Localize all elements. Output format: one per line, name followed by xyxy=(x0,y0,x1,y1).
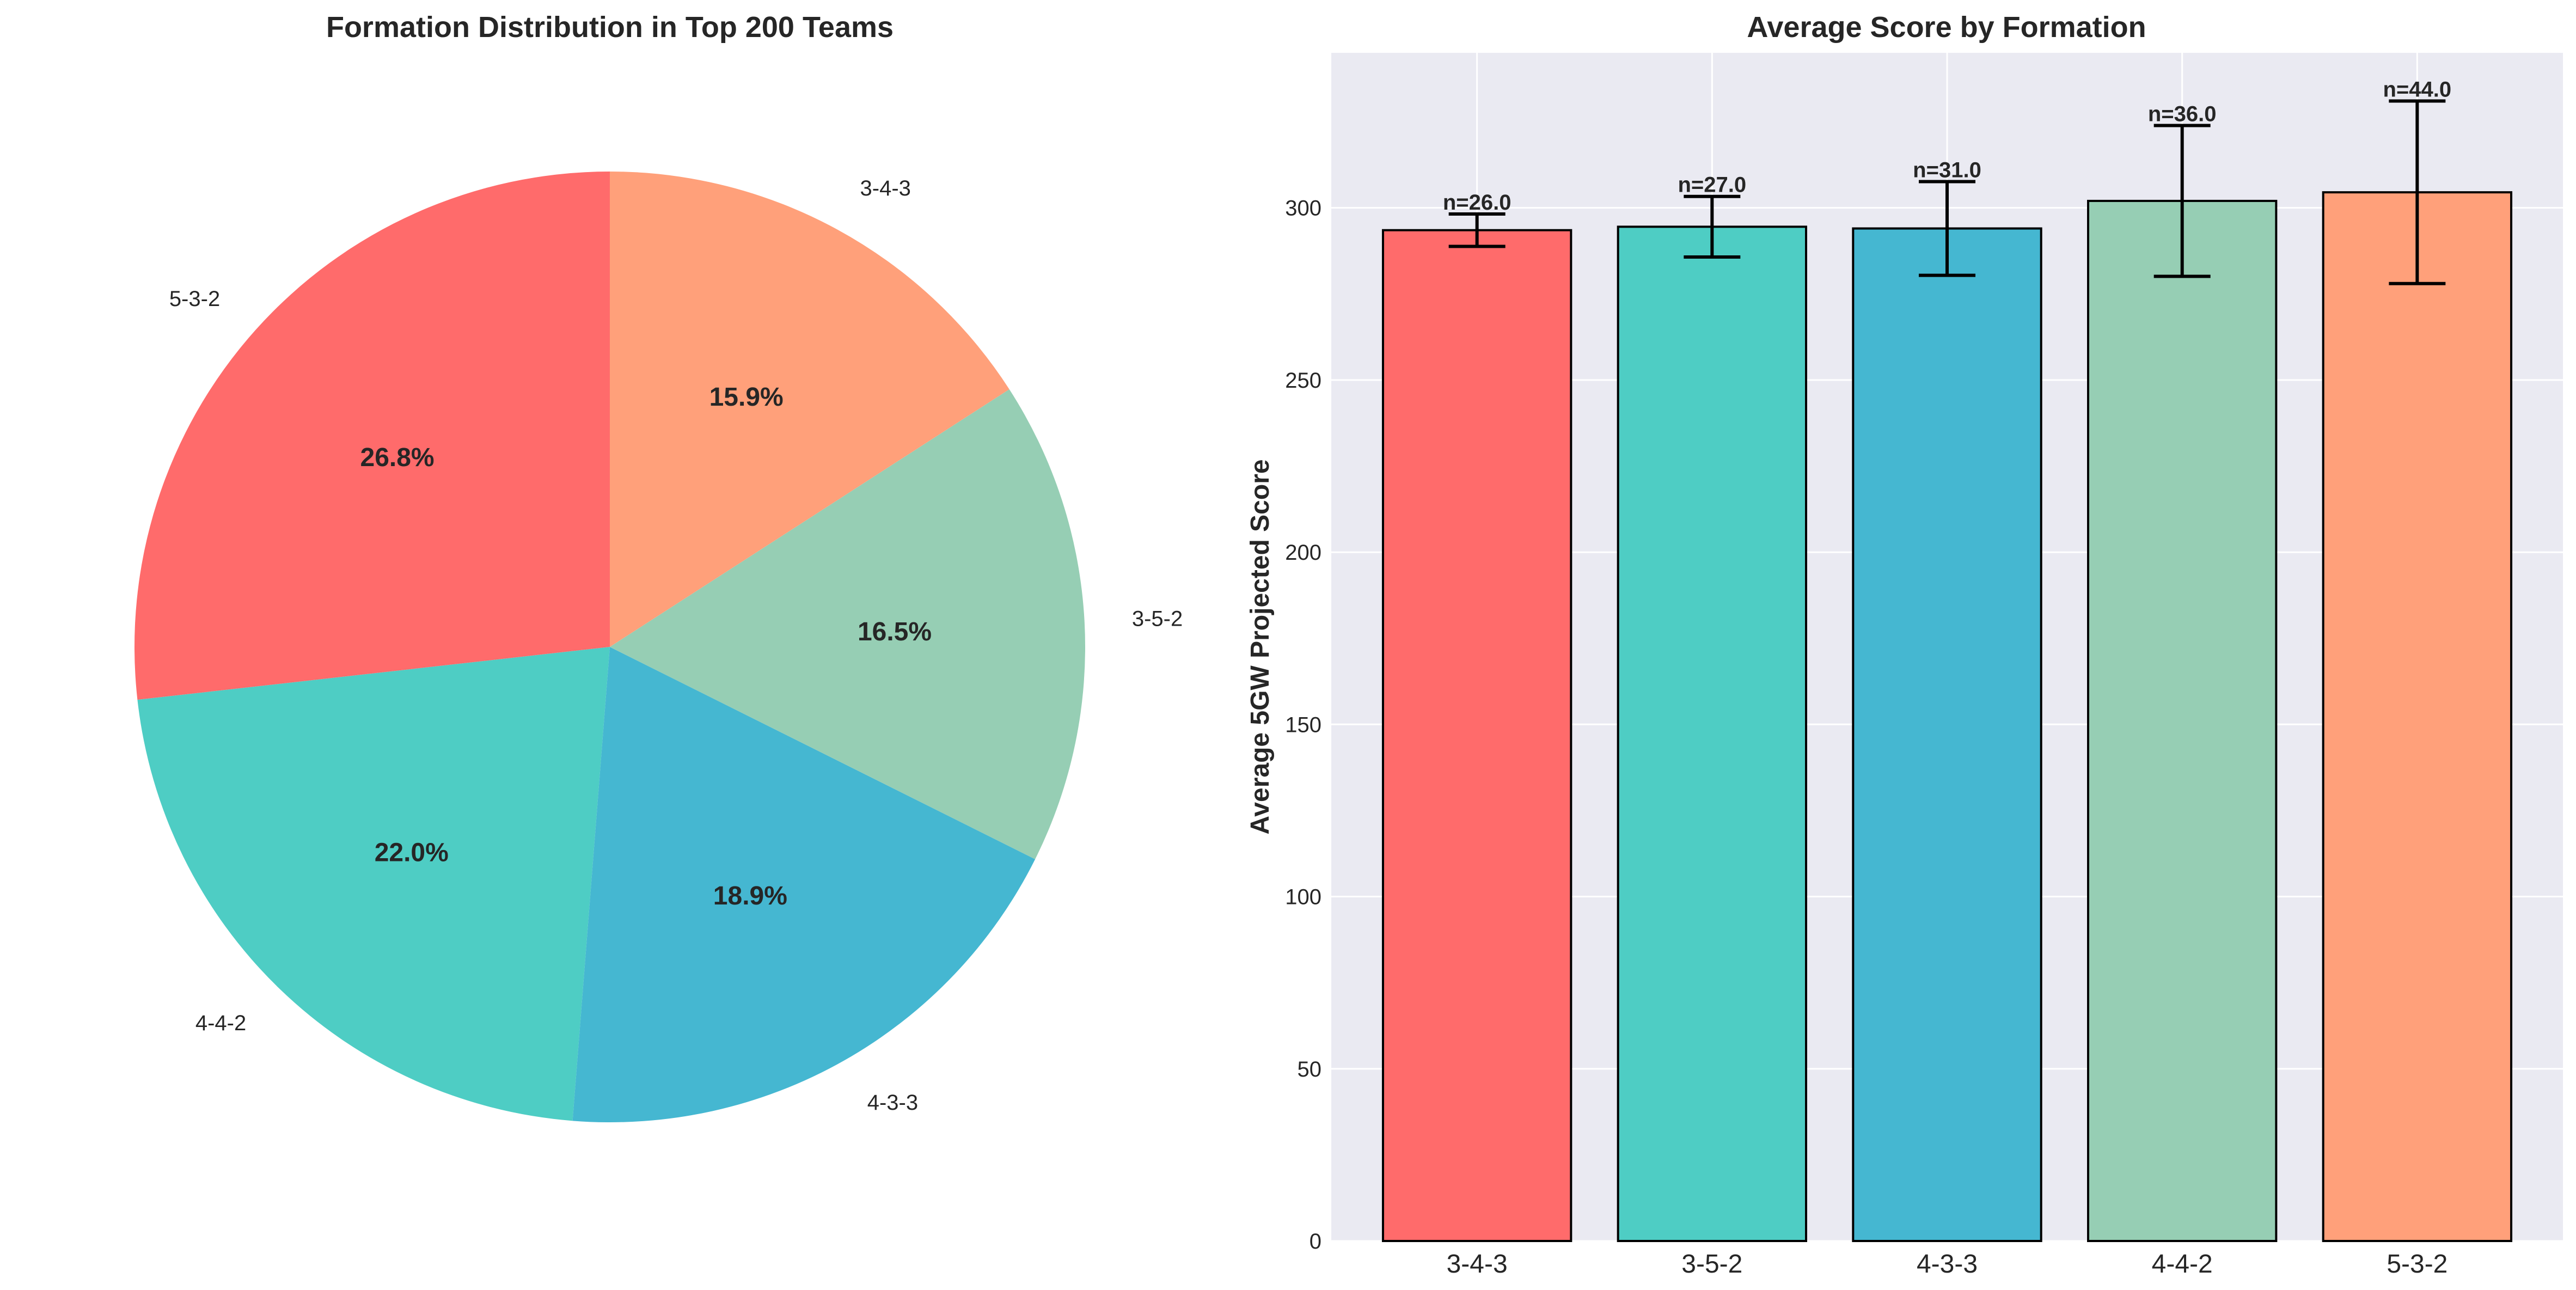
pie-slice-4-3-3 xyxy=(572,647,1036,1122)
y-tick-label: 0 xyxy=(1310,1230,1321,1254)
pie-pct-3-5-2: 16.5% xyxy=(858,618,932,646)
bar-5-3-2 xyxy=(2322,191,2513,1242)
x-tick-label-3-5-2: 3-5-2 xyxy=(1681,1250,1742,1279)
pie-slice-3-5-2 xyxy=(610,389,1086,859)
count-label-4-3-3: n=31.0 xyxy=(1913,158,1981,182)
pie-slice-3-4-3 xyxy=(610,172,1009,647)
x-tick-label-3-4-3: 3-4-3 xyxy=(1447,1250,1508,1279)
pie-label-5-3-2: 5-3-2 xyxy=(169,287,220,311)
bar-title: Average Score by Formation xyxy=(1747,11,2146,44)
bar-bars: n=26.0 n=27.0 n=31.0 n=36.0 n=44.0 xyxy=(1381,78,2513,1243)
pie-label-3-4-3: 3-4-3 xyxy=(860,176,911,200)
pie-pct-4-3-3: 18.9% xyxy=(713,882,787,910)
pie-label-3-5-2: 3-5-2 xyxy=(1132,607,1183,631)
pie-label-4-4-2: 4-4-2 xyxy=(195,1011,246,1035)
count-label-4-4-2: n=36.0 xyxy=(2148,102,2217,126)
pie-slices xyxy=(134,172,1086,1122)
count-label-5-3-2: n=44.0 xyxy=(2383,78,2452,102)
y-tick-label: 200 xyxy=(1285,541,1321,565)
pie-labels: 5-3-2 26.8% 4-4-2 22.0% 4-3-3 18.9% 3-5-2 16.5%… xyxy=(169,176,1183,1115)
x-tick-label-4-3-3: 4-3-3 xyxy=(1917,1250,1978,1279)
y-tick-label: 250 xyxy=(1285,369,1321,393)
y-axis-ticks: 0 50 100 150 200 250 300 xyxy=(1285,197,1321,1254)
bar-3-5-2 xyxy=(1617,225,1807,1243)
x-tick-label-4-4-2: 4-4-2 xyxy=(2152,1250,2213,1279)
x-tick-label-5-3-2: 5-3-2 xyxy=(2387,1250,2447,1279)
pie-slice-4-4-2 xyxy=(137,647,610,1121)
bar-chart: Average Score by Formation n=26.0n=27.0n… xyxy=(1246,11,2563,1279)
count-label-3-4-3: n=26.0 xyxy=(1443,191,1512,215)
bar-4-4-2 xyxy=(2087,199,2278,1242)
count-label-3-5-2: n=27.0 xyxy=(1678,173,1746,197)
pie-slice-5-3-2 xyxy=(134,172,610,700)
bar-3-4-3 xyxy=(1381,229,1572,1242)
pie-title: Formation Distribution in Top 200 Teams xyxy=(326,11,894,44)
y-tick-label: 300 xyxy=(1285,197,1321,221)
pie-label-4-3-3: 4-3-3 xyxy=(867,1091,918,1115)
y-axis-label: Average 5GW Projected Score xyxy=(1246,459,1275,834)
y-tick-label: 100 xyxy=(1285,885,1321,909)
pie-pct-5-3-2: 26.8% xyxy=(360,443,435,472)
bar-4-3-3 xyxy=(1852,227,2042,1242)
pie-pct-4-4-2: 22.0% xyxy=(375,838,449,867)
pie-chart: Formation Distribution in Top 200 Teams … xyxy=(134,11,1183,1122)
pie-pct-3-4-3: 15.9% xyxy=(709,383,784,412)
y-tick-label: 150 xyxy=(1285,713,1321,737)
y-tick-label: 50 xyxy=(1298,1057,1322,1081)
x-axis-ticks: 3-4-3 3-5-2 4-3-3 4-4-2 5-3-2 xyxy=(1447,1250,2448,1279)
